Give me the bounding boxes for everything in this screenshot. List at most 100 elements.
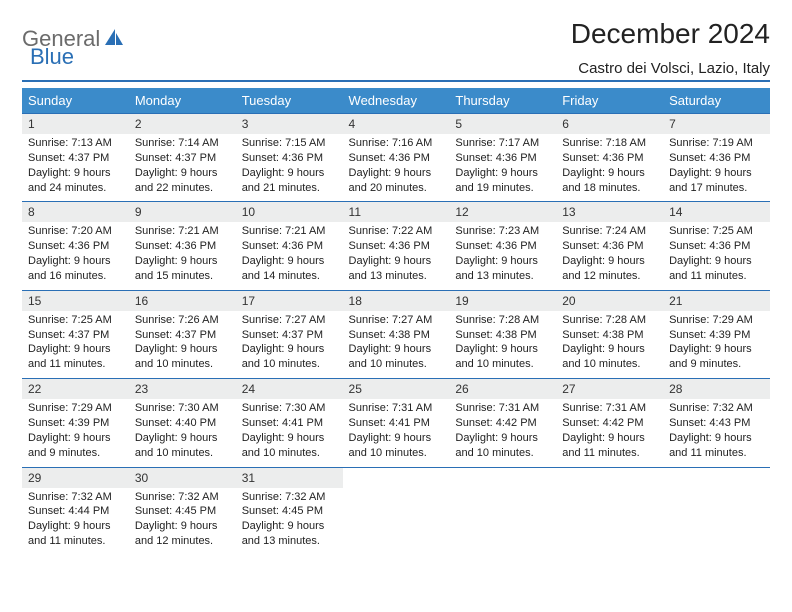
- day-number-cell: 10: [236, 202, 343, 223]
- day-number-cell: 25: [343, 379, 450, 400]
- day-detail-cell: Sunrise: 7:32 AMSunset: 4:45 PMDaylight:…: [129, 488, 236, 555]
- day-number-cell: 4: [343, 114, 450, 135]
- title-block: December 2024: [571, 18, 770, 54]
- day-number-cell: 5: [449, 114, 556, 135]
- day-number-cell: 29: [22, 467, 129, 488]
- day-detail-cell: Sunrise: 7:15 AMSunset: 4:36 PMDaylight:…: [236, 134, 343, 202]
- day-number-cell: 17: [236, 290, 343, 311]
- day-detail-cell: Sunrise: 7:32 AMSunset: 4:45 PMDaylight:…: [236, 488, 343, 555]
- day-number-cell: [556, 467, 663, 488]
- day-number-cell: 23: [129, 379, 236, 400]
- day-number-cell: 28: [663, 379, 770, 400]
- weekday-header: Sunday: [22, 88, 129, 114]
- day-detail-cell: Sunrise: 7:23 AMSunset: 4:36 PMDaylight:…: [449, 222, 556, 290]
- day-number-cell: 22: [22, 379, 129, 400]
- day-number-cell: 6: [556, 114, 663, 135]
- day-number-cell: 12: [449, 202, 556, 223]
- day-number-cell: 13: [556, 202, 663, 223]
- weekday-header: Friday: [556, 88, 663, 114]
- day-number-cell: 1: [22, 114, 129, 135]
- day-detail-cell: Sunrise: 7:20 AMSunset: 4:36 PMDaylight:…: [22, 222, 129, 290]
- day-detail-cell: Sunrise: 7:25 AMSunset: 4:37 PMDaylight:…: [22, 311, 129, 379]
- day-number-cell: 8: [22, 202, 129, 223]
- header: General December 2024: [22, 18, 770, 54]
- calendar-head: SundayMondayTuesdayWednesdayThursdayFrid…: [22, 88, 770, 114]
- day-detail-cell: Sunrise: 7:14 AMSunset: 4:37 PMDaylight:…: [129, 134, 236, 202]
- brand-text-2: Blue: [30, 44, 74, 69]
- day-number-cell: 31: [236, 467, 343, 488]
- day-number-cell: [343, 467, 450, 488]
- day-detail-cell: Sunrise: 7:31 AMSunset: 4:42 PMDaylight:…: [449, 399, 556, 467]
- day-detail-cell: Sunrise: 7:26 AMSunset: 4:37 PMDaylight:…: [129, 311, 236, 379]
- day-detail-cell: Sunrise: 7:19 AMSunset: 4:36 PMDaylight:…: [663, 134, 770, 202]
- brand-line2: Blue: [30, 44, 74, 70]
- day-number-cell: 26: [449, 379, 556, 400]
- day-detail-cell: Sunrise: 7:27 AMSunset: 4:37 PMDaylight:…: [236, 311, 343, 379]
- weekday-row: SundayMondayTuesdayWednesdayThursdayFrid…: [22, 88, 770, 114]
- day-detail-cell: Sunrise: 7:18 AMSunset: 4:36 PMDaylight:…: [556, 134, 663, 202]
- day-number-cell: 21: [663, 290, 770, 311]
- calendar-page: General December 2024 Blue Castro dei Vo…: [0, 0, 792, 575]
- day-number-cell: 15: [22, 290, 129, 311]
- day-detail-cell: Sunrise: 7:32 AMSunset: 4:43 PMDaylight:…: [663, 399, 770, 467]
- day-number-cell: 16: [129, 290, 236, 311]
- day-detail-cell: Sunrise: 7:24 AMSunset: 4:36 PMDaylight:…: [556, 222, 663, 290]
- brand-sail-icon: [103, 27, 125, 52]
- day-detail-cell: Sunrise: 7:17 AMSunset: 4:36 PMDaylight:…: [449, 134, 556, 202]
- day-detail-cell: Sunrise: 7:29 AMSunset: 4:39 PMDaylight:…: [22, 399, 129, 467]
- day-number-row: 22232425262728: [22, 379, 770, 400]
- day-number-cell: 11: [343, 202, 450, 223]
- day-detail-cell: Sunrise: 7:31 AMSunset: 4:42 PMDaylight:…: [556, 399, 663, 467]
- weekday-header: Tuesday: [236, 88, 343, 114]
- weekday-header: Monday: [129, 88, 236, 114]
- day-number-cell: 24: [236, 379, 343, 400]
- calendar-table: SundayMondayTuesdayWednesdayThursdayFrid…: [22, 88, 770, 555]
- day-detail-row: Sunrise: 7:29 AMSunset: 4:39 PMDaylight:…: [22, 399, 770, 467]
- day-detail-cell: Sunrise: 7:30 AMSunset: 4:40 PMDaylight:…: [129, 399, 236, 467]
- day-detail-cell: Sunrise: 7:32 AMSunset: 4:44 PMDaylight:…: [22, 488, 129, 555]
- day-number-row: 293031: [22, 467, 770, 488]
- day-detail-cell: [663, 488, 770, 555]
- day-detail-cell: Sunrise: 7:28 AMSunset: 4:38 PMDaylight:…: [556, 311, 663, 379]
- day-detail-cell: Sunrise: 7:21 AMSunset: 4:36 PMDaylight:…: [129, 222, 236, 290]
- day-number-cell: 19: [449, 290, 556, 311]
- day-number-cell: 14: [663, 202, 770, 223]
- day-number-cell: 18: [343, 290, 450, 311]
- day-detail-cell: Sunrise: 7:25 AMSunset: 4:36 PMDaylight:…: [663, 222, 770, 290]
- day-detail-cell: Sunrise: 7:30 AMSunset: 4:41 PMDaylight:…: [236, 399, 343, 467]
- location-line: Castro dei Volsci, Lazio, Italy: [22, 60, 770, 82]
- day-number-row: 891011121314: [22, 202, 770, 223]
- day-number-cell: 3: [236, 114, 343, 135]
- day-detail-row: Sunrise: 7:25 AMSunset: 4:37 PMDaylight:…: [22, 311, 770, 379]
- day-detail-cell: [449, 488, 556, 555]
- day-detail-cell: Sunrise: 7:28 AMSunset: 4:38 PMDaylight:…: [449, 311, 556, 379]
- day-detail-cell: Sunrise: 7:27 AMSunset: 4:38 PMDaylight:…: [343, 311, 450, 379]
- day-detail-cell: [556, 488, 663, 555]
- month-title: December 2024: [571, 18, 770, 50]
- location-text: Castro dei Volsci, Lazio, Italy: [578, 60, 770, 77]
- day-detail-row: Sunrise: 7:20 AMSunset: 4:36 PMDaylight:…: [22, 222, 770, 290]
- day-detail-cell: Sunrise: 7:13 AMSunset: 4:37 PMDaylight:…: [22, 134, 129, 202]
- weekday-header: Wednesday: [343, 88, 450, 114]
- day-number-row: 15161718192021: [22, 290, 770, 311]
- day-number-cell: 2: [129, 114, 236, 135]
- weekday-header: Thursday: [449, 88, 556, 114]
- day-detail-cell: Sunrise: 7:29 AMSunset: 4:39 PMDaylight:…: [663, 311, 770, 379]
- calendar-body: 1234567Sunrise: 7:13 AMSunset: 4:37 PMDa…: [22, 114, 770, 555]
- day-detail-cell: Sunrise: 7:21 AMSunset: 4:36 PMDaylight:…: [236, 222, 343, 290]
- day-number-cell: 7: [663, 114, 770, 135]
- day-detail-cell: [343, 488, 450, 555]
- day-detail-row: Sunrise: 7:13 AMSunset: 4:37 PMDaylight:…: [22, 134, 770, 202]
- day-number-cell: 20: [556, 290, 663, 311]
- day-number-cell: 30: [129, 467, 236, 488]
- day-detail-cell: Sunrise: 7:31 AMSunset: 4:41 PMDaylight:…: [343, 399, 450, 467]
- day-detail-row: Sunrise: 7:32 AMSunset: 4:44 PMDaylight:…: [22, 488, 770, 555]
- day-number-row: 1234567: [22, 114, 770, 135]
- day-number-cell: [449, 467, 556, 488]
- weekday-header: Saturday: [663, 88, 770, 114]
- day-detail-cell: Sunrise: 7:22 AMSunset: 4:36 PMDaylight:…: [343, 222, 450, 290]
- day-number-cell: [663, 467, 770, 488]
- day-number-cell: 27: [556, 379, 663, 400]
- day-number-cell: 9: [129, 202, 236, 223]
- day-detail-cell: Sunrise: 7:16 AMSunset: 4:36 PMDaylight:…: [343, 134, 450, 202]
